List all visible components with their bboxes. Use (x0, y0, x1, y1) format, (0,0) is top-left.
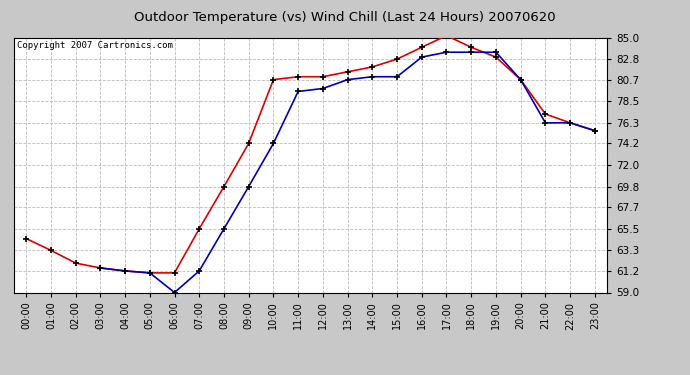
Text: Outdoor Temperature (vs) Wind Chill (Last 24 Hours) 20070620: Outdoor Temperature (vs) Wind Chill (Las… (134, 11, 556, 24)
Text: Copyright 2007 Cartronics.com: Copyright 2007 Cartronics.com (17, 41, 172, 50)
